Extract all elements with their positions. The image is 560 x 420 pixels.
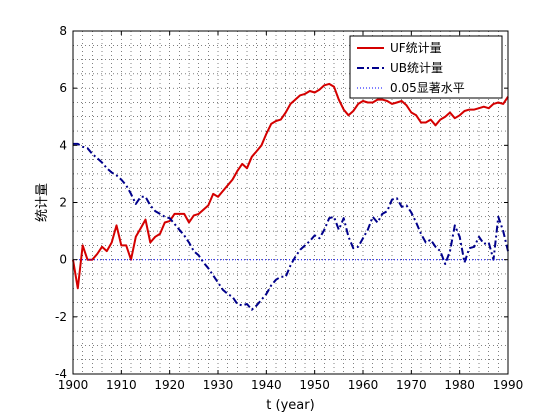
x-tick-label: 1970 [396, 378, 427, 392]
legend: UF统计量 UB统计量 0.05显著水平 [349, 35, 503, 99]
x-tick-label: 1990 [493, 378, 524, 392]
y-tick-label: 6 [59, 81, 67, 95]
y-tick-label: 2 [59, 196, 67, 210]
x-tick-label: 1980 [444, 378, 475, 392]
y-tick-label: -4 [55, 367, 67, 381]
y-tick-label: 8 [59, 24, 67, 38]
series-ub-line [73, 142, 509, 311]
x-tick-label: 1920 [154, 378, 185, 392]
ticks: 1900 1910 1920 1930 1940 1950 1960 1970 1980 1990… [55, 24, 523, 392]
y-axis-label: 统计量 [35, 183, 50, 222]
y-tick-label: 0 [59, 253, 67, 267]
series-group [72, 82, 509, 311]
x-tick-label: 1960 [348, 378, 379, 392]
x-tick-label: 1930 [203, 378, 234, 392]
y-tick-label: 4 [59, 138, 67, 152]
legend-label-ub: UB统计量 [390, 61, 443, 75]
x-tick-label: 1940 [251, 378, 282, 392]
legend-label-sig: 0.05显著水平 [390, 81, 465, 95]
x-tick-label: 1910 [106, 378, 137, 392]
x-tick-label: 1950 [299, 378, 330, 392]
y-tick-label: -2 [55, 310, 67, 324]
legend-label-uf: UF统计量 [390, 41, 442, 55]
x-tick-label: 1900 [58, 378, 89, 392]
series-uf-line [72, 82, 509, 290]
x-axis-label: t (year) [266, 398, 314, 413]
